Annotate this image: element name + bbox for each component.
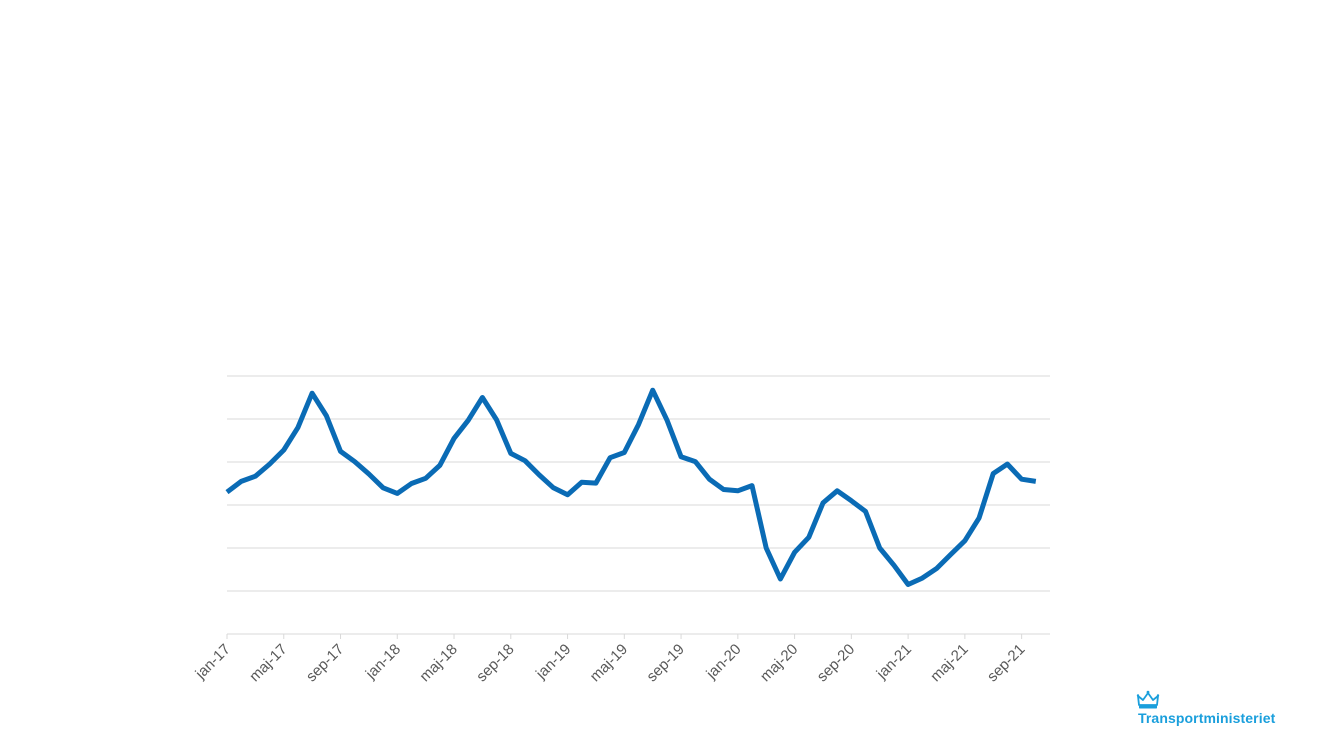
x-tick-label: sep-21 bbox=[984, 641, 1028, 685]
x-tick-labels: jan-17 maj-17 sep-17 jan-18 maj-18 sep-18 jan-… bbox=[192, 641, 1029, 685]
x-tick-label: sep-20 bbox=[814, 641, 858, 685]
x-tick-label: jan-20 bbox=[702, 641, 744, 683]
x-axis bbox=[226, 633, 1050, 639]
x-tick-label: jan-17 bbox=[192, 641, 234, 683]
x-tick-label: sep-18 bbox=[473, 641, 517, 685]
x-tick-label: maj-21 bbox=[927, 641, 971, 685]
series-line bbox=[225, 387, 1037, 587]
x-tick-label: maj-17 bbox=[246, 641, 290, 685]
gridlines bbox=[227, 375, 1050, 592]
x-tick-label: maj-18 bbox=[416, 641, 460, 685]
x-tick-label: jan-18 bbox=[362, 641, 404, 683]
x-tick-label: jan-19 bbox=[532, 641, 574, 683]
x-tick-label: jan-21 bbox=[873, 641, 915, 683]
crown-icon bbox=[1136, 690, 1160, 709]
logo-text: Transportministeriet bbox=[1138, 710, 1276, 726]
series-layer bbox=[225, 387, 1037, 587]
transportministeriet-logo: Transportministeriet bbox=[1136, 690, 1306, 730]
x-tick-label: sep-19 bbox=[643, 641, 687, 685]
x-tick-label: maj-20 bbox=[757, 641, 801, 685]
x-tick-label: maj-19 bbox=[587, 641, 631, 685]
x-tick-label: sep-17 bbox=[303, 641, 347, 685]
